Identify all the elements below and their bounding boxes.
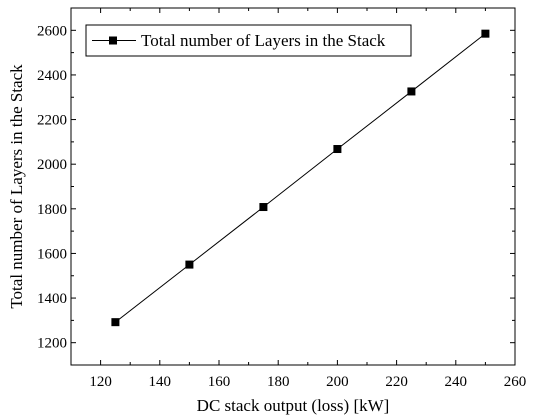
y-tick-label: 1200: [37, 336, 67, 352]
y-tick-label: 1400: [37, 291, 67, 307]
plot-area: 120 140 160 180 200 220 240 260 1200 1400 1600 1800…: [37, 7, 526, 390]
y-tick-label: 2400: [37, 68, 67, 84]
y-axis-label: Total number of Layers in the Stack: [7, 64, 26, 309]
y-tick-label: 2600: [37, 23, 67, 39]
plot-frame: [70, 7, 516, 366]
data-point-marker: [259, 203, 268, 212]
x-axis-label: DC stack output (loss) [kW]: [197, 396, 390, 415]
y-tick-label: 1600: [37, 246, 67, 262]
y-tick-label: 2000: [37, 157, 67, 173]
x-tick-label: 220: [385, 374, 408, 390]
data-point-marker: [333, 145, 342, 154]
axis-ticks: [71, 8, 516, 365]
legend-box: [85, 24, 412, 57]
x-tick-label: 120: [89, 374, 112, 390]
legend-marker-sample: [109, 36, 117, 45]
legend-label: Total number of Layers in the Stack: [141, 31, 386, 50]
data-point-marker: [407, 87, 416, 96]
x-tick-label: 240: [445, 374, 468, 390]
x-tick-label: 140: [149, 374, 172, 390]
data-point-marker: [481, 29, 490, 38]
data-point-marker: [185, 260, 194, 269]
data-point-marker: [111, 318, 120, 327]
x-tick-label: 260: [504, 374, 527, 390]
y-tick-label: 1800: [37, 202, 67, 218]
x-tick-label: 200: [326, 374, 349, 390]
legend: Total number of Layers in the Stack: [85, 24, 412, 57]
x-tick-label: 180: [267, 374, 290, 390]
series-markers: [111, 29, 490, 327]
y-tick-label: 2200: [37, 113, 67, 129]
x-tick-label: 160: [208, 374, 231, 390]
series-line: [115, 33, 486, 323]
tick-labels: 120 140 160 180 200 220 240 260 1200 1400 1600 1800…: [37, 23, 526, 390]
